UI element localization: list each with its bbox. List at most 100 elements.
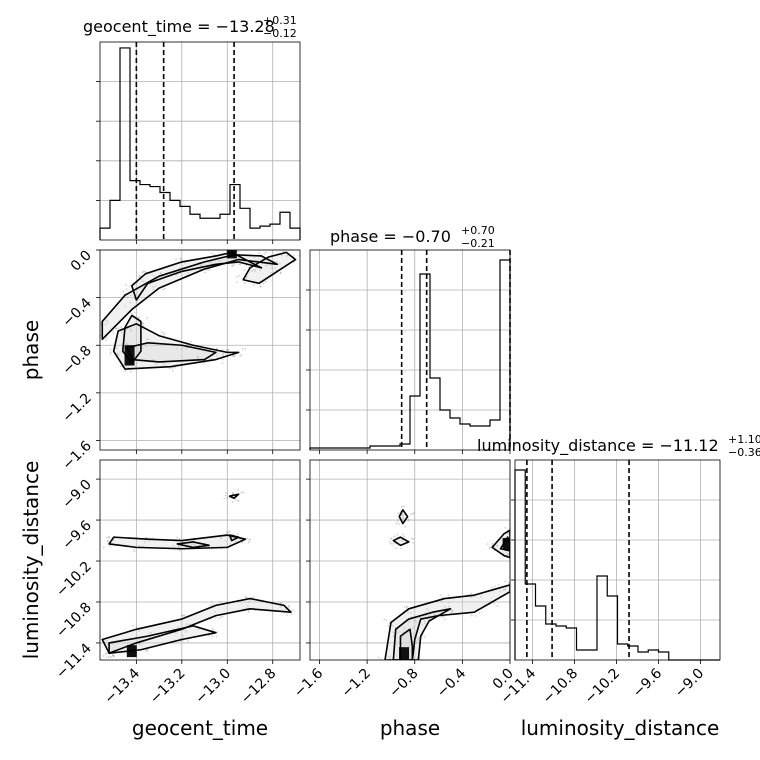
sample-point bbox=[412, 632, 415, 635]
sample-point bbox=[292, 255, 295, 257]
sample-point bbox=[274, 267, 276, 270]
sample-point bbox=[387, 656, 390, 659]
sample-point bbox=[504, 588, 506, 591]
title-geocent-time-sub: −0.12 bbox=[263, 27, 297, 40]
sample-point bbox=[216, 352, 219, 355]
sample-point bbox=[119, 351, 121, 353]
sample-point bbox=[197, 356, 200, 359]
sample-point bbox=[115, 327, 118, 330]
sample-point bbox=[401, 514, 403, 517]
sample-point bbox=[148, 632, 150, 635]
sample-point bbox=[94, 337, 96, 339]
sample-point bbox=[185, 631, 187, 633]
sample-point bbox=[147, 338, 150, 341]
sample-point bbox=[120, 331, 123, 333]
density-fill bbox=[102, 598, 291, 654]
sample-point bbox=[496, 545, 499, 547]
sample-point bbox=[116, 353, 119, 356]
sample-point bbox=[405, 629, 407, 631]
sample-point bbox=[235, 276, 238, 278]
sample-point bbox=[236, 533, 239, 535]
sample-point bbox=[412, 661, 414, 663]
contour-line bbox=[108, 625, 217, 654]
sample-point bbox=[219, 260, 221, 262]
sample-point bbox=[135, 301, 138, 304]
contour-line bbox=[242, 251, 297, 285]
sample-point bbox=[411, 537, 413, 540]
sample-point bbox=[109, 545, 112, 547]
sample-point bbox=[137, 346, 139, 349]
sample-point bbox=[183, 614, 186, 617]
panel-frame bbox=[99, 41, 301, 241]
title-luminosity-distance-sup: +1.10 bbox=[728, 433, 760, 446]
sample-point bbox=[505, 551, 508, 554]
sample-point bbox=[115, 327, 117, 330]
sample-point bbox=[112, 643, 114, 646]
sample-point bbox=[152, 285, 155, 288]
sample-point bbox=[178, 267, 181, 269]
sample-point bbox=[111, 654, 114, 657]
panel-geocent-time-vs-luminosity-distance: −13.4 −13.2 −13.0 −12.8 −11.4−10.8−10.2 −9.6 −… bbox=[53, 459, 301, 708]
sample-point bbox=[249, 538, 251, 541]
sample-point bbox=[219, 600, 222, 603]
density-peak bbox=[226, 250, 237, 259]
x-tick-label: −10.2 bbox=[582, 666, 624, 708]
sample-point bbox=[221, 362, 224, 365]
panel-frame bbox=[99, 459, 301, 661]
sample-point bbox=[131, 312, 133, 315]
sample-point bbox=[404, 525, 406, 528]
sample-point bbox=[235, 498, 238, 501]
sample-point bbox=[401, 533, 404, 536]
sample-point bbox=[226, 497, 229, 499]
sample-point bbox=[177, 625, 179, 628]
sample-point bbox=[231, 501, 234, 503]
sample-point bbox=[105, 338, 107, 341]
sample-point bbox=[286, 255, 288, 257]
title-luminosity-distance-sub: −0.36 bbox=[728, 446, 760, 459]
sample-point bbox=[411, 661, 413, 663]
sample-point bbox=[443, 606, 446, 608]
sample-point bbox=[412, 635, 415, 638]
sample-point bbox=[398, 539, 401, 542]
x-tick-label: −9.0 bbox=[672, 666, 707, 701]
sample-point bbox=[220, 616, 222, 619]
sample-point bbox=[474, 615, 477, 617]
sample-point bbox=[161, 331, 164, 333]
sample-point bbox=[214, 616, 217, 619]
sample-point bbox=[395, 547, 398, 550]
sample-point bbox=[141, 347, 144, 350]
sample-point bbox=[106, 321, 109, 324]
sample-point bbox=[222, 354, 224, 357]
sample-point bbox=[236, 281, 239, 284]
sample-point bbox=[424, 622, 426, 625]
sample-point bbox=[447, 594, 450, 597]
sample-point bbox=[433, 613, 436, 616]
sample-point bbox=[232, 354, 235, 357]
sample-point bbox=[125, 296, 128, 299]
sample-point bbox=[175, 631, 178, 634]
sample-point bbox=[139, 274, 141, 277]
sample-point bbox=[470, 596, 473, 599]
x-tick-label: −13.0 bbox=[192, 666, 234, 708]
contour-line bbox=[112, 323, 240, 370]
sample-point bbox=[403, 535, 406, 538]
sample-point bbox=[130, 330, 132, 332]
sample-point bbox=[210, 600, 213, 603]
sample-point bbox=[425, 608, 428, 610]
sample-point bbox=[407, 518, 410, 521]
sample-point bbox=[196, 356, 199, 359]
sample-point bbox=[215, 635, 218, 638]
sample-point bbox=[100, 323, 102, 326]
sample-point bbox=[186, 640, 189, 643]
sample-point bbox=[441, 615, 443, 618]
sample-point bbox=[398, 631, 401, 633]
sample-point bbox=[141, 271, 144, 274]
sample-point bbox=[408, 661, 410, 663]
sample-point bbox=[182, 614, 184, 617]
histogram-luminosity_distance bbox=[514, 469, 720, 661]
x-tick-label: −13.2 bbox=[147, 666, 189, 708]
sample-point bbox=[265, 251, 268, 254]
sample-point bbox=[178, 549, 181, 552]
density-peak bbox=[502, 537, 510, 550]
sample-point bbox=[267, 263, 269, 266]
